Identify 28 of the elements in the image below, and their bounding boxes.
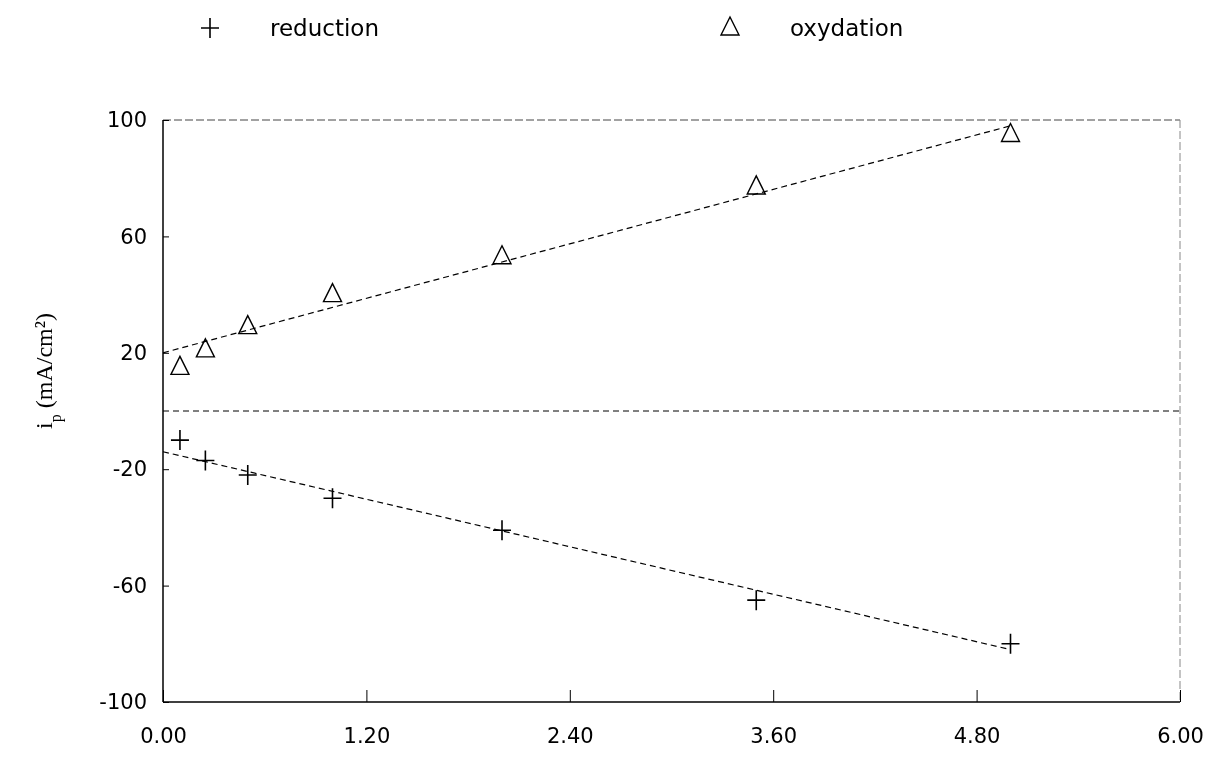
- point: [746, 175, 766, 195]
- point: [492, 519, 512, 542]
- x-tick-label: 3.60: [750, 723, 798, 748]
- y-tick-label: 100: [106, 108, 147, 133]
- x-tick-label: 0.00: [140, 723, 187, 748]
- point: [238, 314, 258, 335]
- point: [170, 355, 190, 376]
- point: [170, 429, 190, 451]
- legend-label: oxydation: [790, 15, 904, 41]
- y-tick-label: -20: [112, 457, 147, 482]
- point: [237, 464, 258, 486]
- point: [746, 589, 767, 611]
- x-tick-label: 1.20: [343, 723, 391, 748]
- y-tick-label: -60: [112, 573, 147, 598]
- point: [492, 245, 512, 265]
- point: [1000, 122, 1021, 143]
- y-tick-label: 60: [120, 224, 147, 249]
- point: [1000, 633, 1021, 655]
- point: [195, 338, 216, 358]
- y-tick-label: 20: [120, 341, 147, 366]
- x-tick-label: 6.00: [1157, 723, 1204, 748]
- legend-label: reduction: [270, 15, 379, 41]
- point: [195, 449, 216, 472]
- x-tick-label: 2.40: [546, 723, 594, 748]
- point: [322, 487, 343, 510]
- point: [322, 282, 343, 303]
- x-tick-label: 4.80: [953, 723, 1001, 748]
- y-tick-label: -100: [99, 690, 147, 715]
